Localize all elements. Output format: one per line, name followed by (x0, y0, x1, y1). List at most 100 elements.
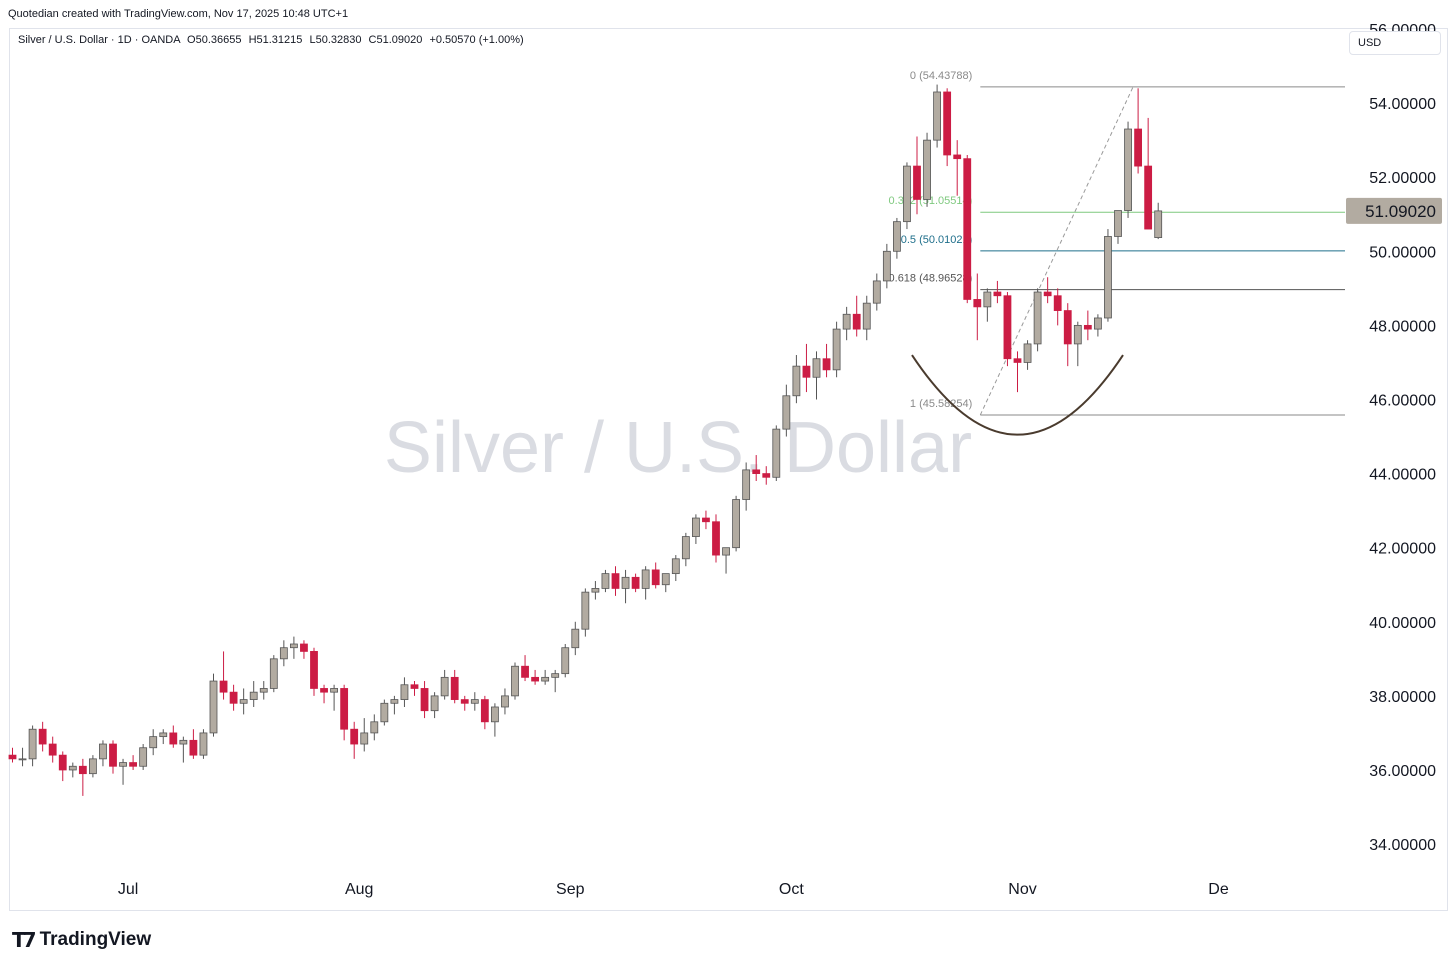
candle-body (772, 428, 781, 478)
ohlc-low: 50.32830 (315, 34, 362, 46)
candle-body (209, 680, 218, 734)
candle-body (1124, 128, 1132, 211)
candle-body (360, 732, 369, 745)
candle-body (1134, 128, 1142, 167)
candle-body (269, 658, 278, 689)
candle-body (219, 680, 228, 693)
y-tick-label: 42.00000 (1369, 541, 1436, 558)
candle-body (350, 728, 359, 745)
ohlc-close: 51.09020 (376, 34, 423, 46)
candle-body (259, 688, 268, 693)
candle-body (933, 91, 941, 141)
candle-body (289, 643, 298, 649)
fib-trend-line (979, 86, 1134, 416)
candle-body (882, 250, 891, 282)
candle-body (732, 499, 740, 549)
candle-body (480, 699, 489, 723)
candle-body (511, 665, 519, 697)
candle-body (752, 469, 761, 474)
candle-body (571, 628, 580, 649)
candle-body (832, 328, 841, 371)
candle-body (862, 302, 871, 330)
y-tick-label: 34.00000 (1369, 837, 1436, 854)
candle-body (903, 165, 911, 223)
candle-body (340, 688, 349, 730)
tradingview-wordmark: TradingView (39, 929, 152, 950)
candle-body (953, 154, 962, 160)
fib-level-label: 0.618 (48.96528) (889, 273, 973, 285)
candle-body (400, 684, 409, 700)
y-tick-label: 36.00000 (1369, 763, 1436, 780)
ohlc-open-label: O (187, 34, 196, 46)
y-tick-label: 54.00000 (1369, 96, 1436, 113)
candle-body (470, 699, 479, 704)
candle-body (48, 743, 57, 756)
candle-body (611, 573, 620, 589)
chart-frame (9, 28, 1448, 911)
candle-body (169, 732, 178, 745)
y-tick-label: 40.00000 (1369, 615, 1436, 632)
candle-body (139, 747, 148, 767)
candle-body (531, 676, 539, 682)
y-tick-label: 52.00000 (1369, 170, 1436, 187)
candle-body (1053, 295, 1062, 311)
candle-body (782, 395, 791, 430)
candle-body (1144, 165, 1153, 230)
candle-body (410, 684, 419, 689)
candle-body (78, 765, 87, 775)
candle-body (1094, 317, 1102, 330)
symbol-label: Silver / U.S. Dollar · 1D · OANDA (18, 34, 180, 46)
x-tick-label: Nov (1008, 881, 1036, 898)
candle-body (1063, 310, 1072, 345)
candle-body (842, 313, 851, 330)
candle-body (501, 695, 509, 708)
candle-body (872, 280, 881, 304)
candle-body (249, 691, 258, 700)
candle-body (390, 699, 399, 704)
candle-body (279, 647, 288, 660)
candle-body (99, 743, 107, 760)
candle-body (38, 728, 47, 745)
candle-body (1043, 291, 1052, 297)
candle-body (1083, 324, 1092, 330)
candle-body (1114, 210, 1122, 237)
candle-body (641, 569, 650, 589)
candle-body (983, 291, 992, 308)
candle-body (692, 517, 700, 537)
candle-body (893, 221, 901, 252)
candle-body (58, 754, 67, 771)
candle-body (913, 165, 921, 200)
candle-body (651, 569, 660, 586)
x-tick-label: Sep (556, 881, 585, 898)
watermark: Silver / U.S. Dollar (384, 408, 972, 488)
candle-body (310, 651, 318, 689)
candle-body (460, 699, 469, 704)
candle-body (1104, 236, 1112, 319)
candle-body (712, 521, 720, 556)
candle-body (320, 688, 328, 693)
candle-body (199, 732, 208, 756)
x-tick-label: Oct (779, 881, 804, 898)
candle-body (129, 762, 138, 767)
candle-body (631, 576, 640, 589)
candle-body (601, 573, 610, 589)
candle-body (1154, 210, 1163, 238)
fib-level-label: 0.5 (50.01021) (901, 234, 973, 246)
currency-selector[interactable]: USD (1349, 31, 1441, 55)
candle-body (300, 643, 308, 652)
candle-body (802, 365, 811, 378)
candle-body (541, 676, 550, 682)
candle-body (923, 139, 931, 200)
ohlc-high-label: H (248, 34, 257, 46)
candle-body (239, 699, 248, 704)
candle-body (1003, 295, 1012, 360)
candle-body (430, 695, 439, 712)
candle-body (490, 706, 499, 723)
candle-body (1013, 358, 1022, 363)
candle-body (722, 547, 730, 556)
candle-body (119, 762, 127, 767)
candle-body (621, 576, 630, 589)
candle-body (702, 517, 710, 523)
candle-body (551, 673, 560, 678)
